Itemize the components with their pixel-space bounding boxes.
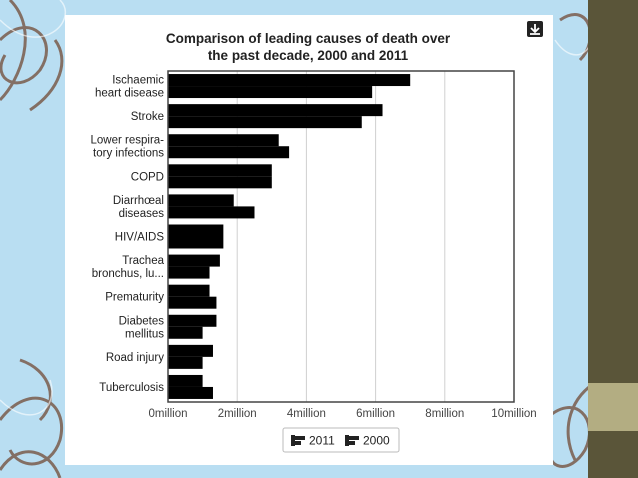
download-icon[interactable] [530,24,540,35]
legend-item-2000: 2000 [345,434,390,448]
bar-chart: Comparison of leading causes of death ov… [91,21,543,453]
legend-swatch-bar [295,436,305,440]
legend-item-2011: 2011 [291,434,335,448]
bar-2000 [168,176,272,189]
bar-2000 [168,116,362,129]
legend-label: 2000 [363,434,390,448]
category-label: mellitus [125,328,164,340]
legend-swatch-bar [349,441,355,445]
bar-2011 [168,164,272,177]
category-label: diseases [119,208,165,220]
x-tick-label: 8million [425,408,464,420]
bar-2000 [168,236,224,249]
legend-swatch-bar [295,441,301,445]
category-label: heart disease [95,88,164,100]
chart-card: Comparison of leading causes of death ov… [65,15,553,465]
x-tick-label: 10million [491,408,536,420]
bar-2011 [168,374,203,387]
category-label: Tuberculosis [99,382,164,394]
legend-swatch-icon [291,435,295,446]
bar-2000 [168,296,217,309]
legend: 2011 2000 [282,427,400,453]
bar-2011 [168,134,279,147]
legend-box [282,427,400,453]
plot-area: 0million 2million 4million 6million 8million… [91,70,537,420]
download-button[interactable] [527,21,543,37]
category-label: Prematurity [105,292,164,304]
bar-2011 [168,224,224,237]
bar-2000 [168,326,203,339]
bar-2011 [168,194,234,207]
x-tick-label: 0million [149,408,188,420]
x-tick-label: 6million [356,408,395,420]
chart-title-line-1: Comparison of leading causes of death ov… [166,31,451,46]
category-label: Trachea [122,255,164,267]
x-tick-label: 2million [218,408,257,420]
x-tick-label: 4million [287,408,326,420]
bar-2000 [168,146,290,159]
legend-swatch-icon [345,435,349,446]
category-label: Diabetes [119,315,165,327]
category-label: Diarrhœal [113,195,164,207]
bar-2011 [168,104,383,117]
category-label: Ischaemic [112,75,164,87]
bar-2000 [168,86,373,99]
category-label: Stroke [131,111,164,123]
decorative-sidebar-accent [588,383,638,431]
bar-2011 [168,254,220,267]
category-label: Lower respira- [91,135,165,147]
bar-2011 [168,344,213,357]
category-label: HIV/AIDS [115,232,165,244]
bar-2000 [168,386,213,399]
bar-2011 [168,74,411,87]
legend-label: 2011 [309,434,335,448]
bar-2000 [168,266,210,279]
bar-2011 [168,314,217,327]
category-label: COPD [131,171,164,183]
bar-2000 [168,356,203,369]
bar-2000 [168,206,255,219]
legend-swatch-bar [349,436,359,440]
bar-2011 [168,284,210,297]
category-label: tory infections [93,148,164,160]
category-label: Road injury [106,352,164,364]
plot-frame [167,70,515,403]
category-label: bronchus, lu... [92,268,164,280]
chart-title-line-2: the past decade, 2000 and 2011 [208,48,409,63]
